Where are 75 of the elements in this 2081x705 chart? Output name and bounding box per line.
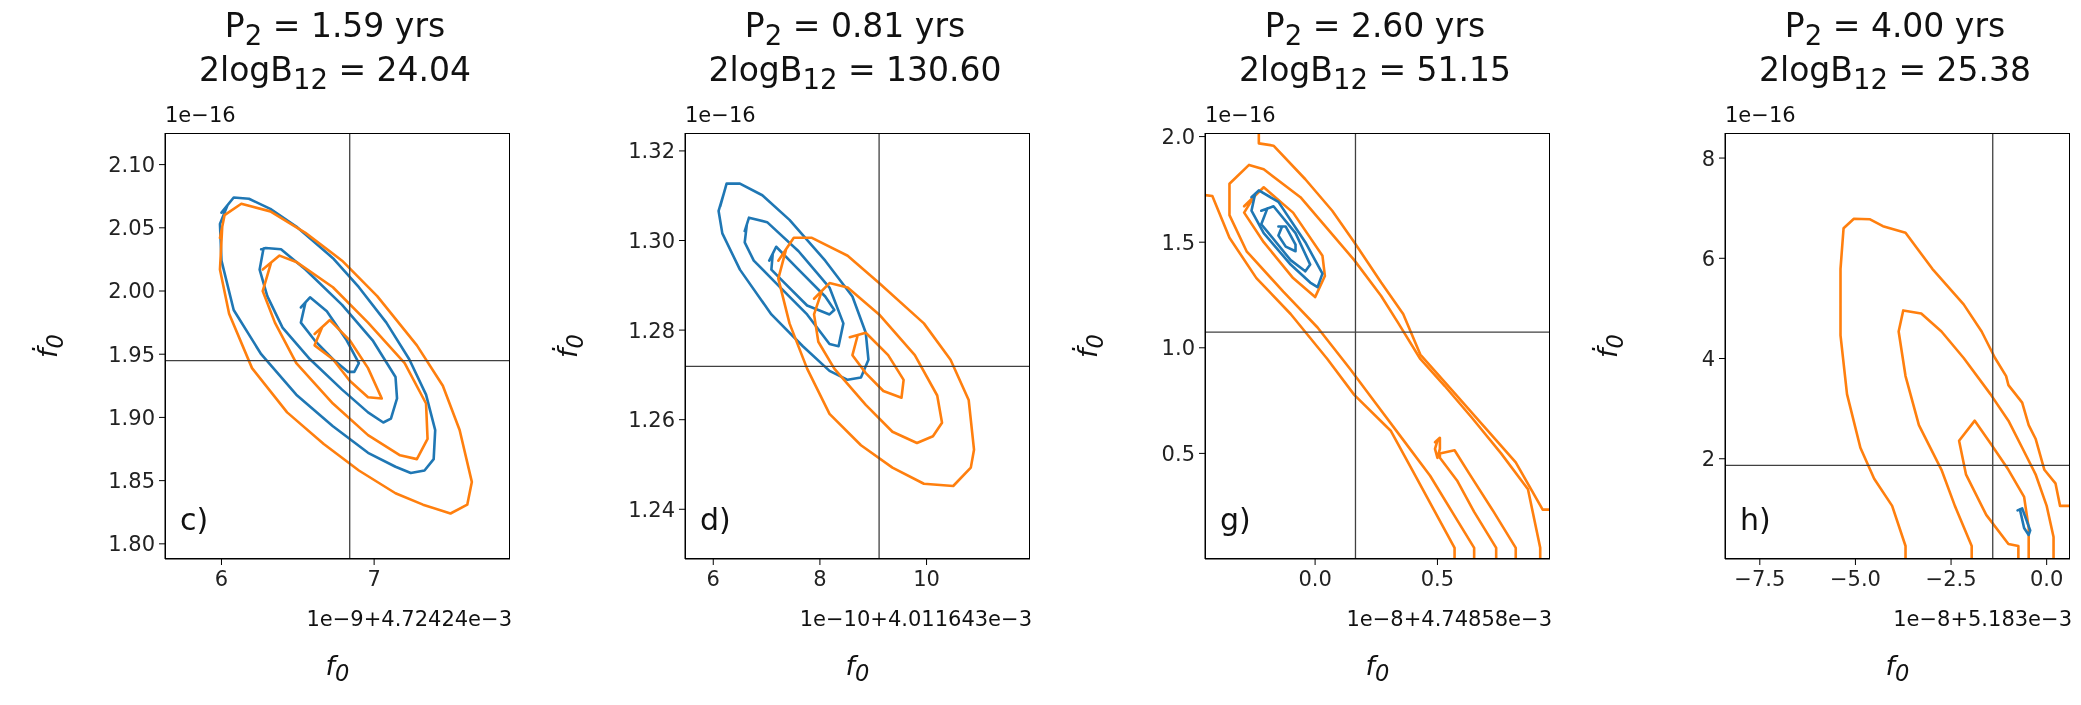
x-axis-title: f$_{0}$ bbox=[324, 650, 351, 687]
text: 1e−16 bbox=[685, 103, 756, 127]
x-tick-label: 6 bbox=[706, 566, 720, 591]
annotation: h) bbox=[1740, 502, 1771, 537]
line-series bbox=[767, 245, 836, 316]
y-tick-label: 2.0 bbox=[1161, 125, 1195, 150]
x-tick-label: 8 bbox=[813, 566, 827, 591]
chart-subtitle: 2logB$_{12}$ = 24.04 bbox=[197, 50, 473, 95]
y-tick-label: 1.90 bbox=[108, 405, 155, 430]
line-series bbox=[743, 216, 845, 348]
y-tick-label: 2.00 bbox=[108, 279, 155, 304]
line-series bbox=[848, 331, 905, 400]
line-series bbox=[1259, 204, 1312, 273]
y-tick-label: 0.5 bbox=[1161, 441, 1195, 466]
line-series bbox=[1957, 419, 2030, 559]
x-tick-label: 0.5 bbox=[1420, 566, 1455, 591]
x-tick-label: −2.5 bbox=[1925, 566, 1977, 591]
x-axis-title: f$_{0}$ bbox=[1884, 650, 1911, 687]
y-tick-label: 8 bbox=[1701, 146, 1715, 171]
x-tick-label: 0.0 bbox=[2029, 566, 2064, 591]
y-tick-label: 1.0 bbox=[1161, 336, 1195, 361]
line-series bbox=[777, 236, 976, 488]
text: 1e−16 bbox=[1205, 103, 1276, 127]
line-series bbox=[2016, 507, 2032, 537]
line-series bbox=[1205, 193, 1456, 559]
line-series bbox=[218, 202, 474, 515]
y-tick-label: 1.5 bbox=[1161, 230, 1195, 255]
text: 1e−9+4.72424e−3 bbox=[306, 607, 512, 631]
y-tick-label: 2.10 bbox=[108, 153, 155, 178]
annotation: c) bbox=[180, 502, 209, 537]
line-series bbox=[1897, 309, 2055, 559]
line-series bbox=[218, 196, 437, 475]
text: 1e−8+4.74858e−3 bbox=[1346, 607, 1552, 631]
chart-title: P$_{2}$ = 4.00 yrs bbox=[1783, 6, 2007, 51]
line-series bbox=[258, 246, 399, 424]
x-tick-label: 0.0 bbox=[1298, 566, 1332, 591]
line-series bbox=[261, 254, 429, 461]
chart-subtitle: 2logB$_{12}$ = 51.15 bbox=[1237, 50, 1513, 95]
chart-title: P$_{2}$ = 0.81 yrs bbox=[743, 6, 967, 51]
chart-subtitle: 2logB$_{12}$ = 130.60 bbox=[707, 50, 1003, 95]
y-tick-label: 1.80 bbox=[108, 532, 155, 557]
x-axis-title: f$_{0}$ bbox=[1364, 650, 1391, 687]
y-tick-label: 1.28 bbox=[628, 318, 675, 343]
y-tick-label: 1.24 bbox=[628, 497, 675, 522]
x-tick-label: −5.0 bbox=[1829, 566, 1881, 591]
y-tick-label: 2 bbox=[1701, 447, 1715, 472]
text: 1e−16 bbox=[1725, 103, 1796, 127]
chart-title: P$_{2}$ = 1.59 yrs bbox=[223, 6, 447, 51]
x-tick-label: 6 bbox=[214, 566, 229, 591]
line-series bbox=[313, 318, 384, 400]
annotation: d) bbox=[700, 502, 731, 537]
text: 1e−16 bbox=[165, 103, 236, 127]
text: 1e−8+5.183e−3 bbox=[1893, 607, 2072, 631]
y-tick-label: 2.05 bbox=[108, 216, 155, 241]
y-tick-label: 1.95 bbox=[108, 342, 155, 367]
y-tick-label: 4 bbox=[1701, 346, 1715, 371]
x-tick-label: 7 bbox=[367, 566, 381, 591]
line-series bbox=[1839, 217, 2070, 559]
y-tick-label: 1.85 bbox=[108, 469, 155, 494]
x-tick-label: −7.5 bbox=[1734, 566, 1786, 591]
annotation: g) bbox=[1220, 502, 1251, 537]
chart-title: P$_{2}$ = 2.60 yrs bbox=[1263, 6, 1487, 51]
y-tick-label: 6 bbox=[1701, 246, 1715, 271]
line-series bbox=[1242, 185, 1327, 299]
x-tick-label: 10 bbox=[913, 566, 940, 591]
y-tick-label: 1.26 bbox=[628, 408, 675, 433]
y-tick-label: 1.32 bbox=[628, 139, 675, 164]
text: 1e−10+4.011643e−3 bbox=[799, 607, 1032, 631]
line-series bbox=[812, 281, 944, 445]
y-tick-label: 1.30 bbox=[628, 228, 675, 253]
x-axis-title: f$_{0}$ bbox=[844, 650, 871, 687]
line-series bbox=[717, 182, 870, 382]
chart-subtitle: 2logB$_{12}$ = 25.38 bbox=[1757, 50, 2033, 95]
line-series bbox=[1277, 225, 1297, 253]
line-series bbox=[1250, 189, 1324, 289]
